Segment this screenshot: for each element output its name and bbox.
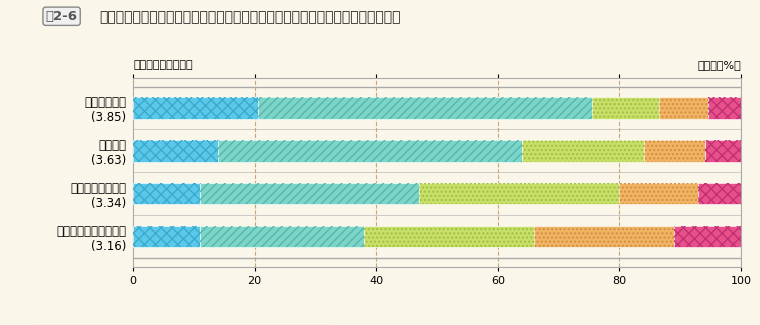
Bar [534,226,674,247]
Bar [619,183,698,204]
Text: 図2-6: 図2-6 [46,10,78,23]
Bar [364,226,534,247]
Bar [133,97,258,119]
Text: 質問項目（平均値）: 質問項目（平均値） [133,60,192,70]
Bar [674,226,741,247]
Bar [534,226,674,247]
Bar [218,140,522,162]
Bar [133,183,200,204]
Bar [133,226,200,247]
Bar [258,97,592,119]
Bar [200,226,364,247]
Bar [698,183,741,204]
Bar [698,183,741,204]
Bar [419,183,619,204]
Bar [659,97,708,119]
Bar [522,140,644,162]
Bar [644,140,705,162]
Bar [659,97,708,119]
Bar [522,140,644,162]
Bar [708,97,741,119]
Bar [708,97,741,119]
Bar [133,140,218,162]
Bar [674,226,741,247]
Bar [644,140,705,162]
Bar [258,97,592,119]
Bar [218,140,522,162]
Bar [133,226,200,247]
Text: 【職場のコミュニケーション】の領域に属する質問項目別の回答割合及び平均値: 【職場のコミュニケーション】の領域に属する質問項目別の回答割合及び平均値 [99,10,401,24]
Bar [200,183,419,204]
Bar [200,226,364,247]
Bar [705,140,741,162]
Bar [133,140,218,162]
Bar [419,183,619,204]
Bar [592,97,659,119]
Text: （単位：%）: （単位：%） [697,60,741,70]
Bar [705,140,741,162]
Bar [364,226,534,247]
Bar [619,183,698,204]
Bar [133,97,258,119]
Bar [133,183,200,204]
Bar [592,97,659,119]
Bar [200,183,419,204]
